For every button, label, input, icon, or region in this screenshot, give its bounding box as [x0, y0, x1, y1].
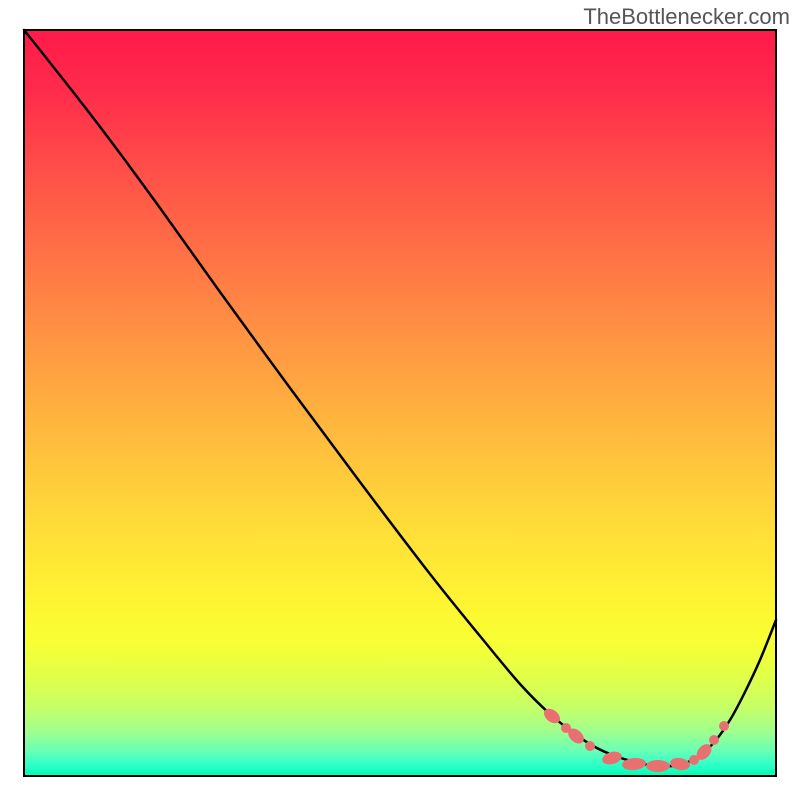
plot-background	[24, 30, 776, 776]
bottleneck-chart	[0, 0, 800, 800]
curve-marker	[585, 741, 595, 751]
curve-marker	[709, 735, 719, 745]
watermark-text: TheBottlenecker.com	[583, 4, 790, 30]
chart-container: TheBottlenecker.com	[0, 0, 800, 800]
curve-marker	[719, 721, 729, 731]
curve-marker	[646, 760, 670, 772]
